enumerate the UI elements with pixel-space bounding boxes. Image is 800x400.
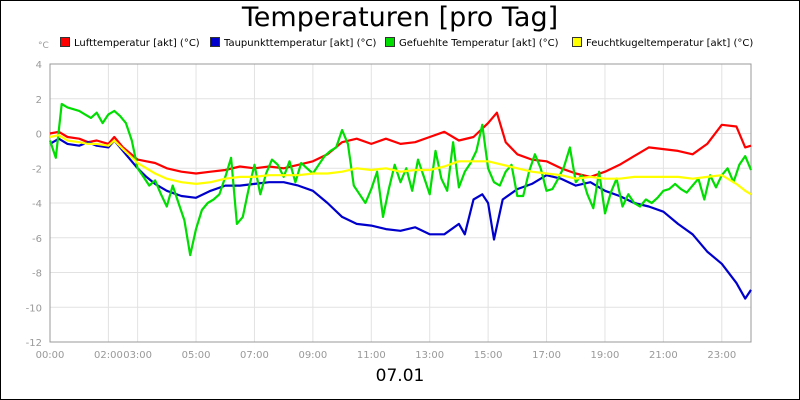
x-tick-label: 03:00 [123, 350, 152, 361]
y-tick-label: 4 [36, 60, 42, 71]
chart-date-label: 07.01 [375, 366, 425, 386]
x-tick-label: 15:00 [474, 350, 503, 361]
legend-item-gefuehlte-temperatur: Gefuehlte Temperatur [akt] (°C) [385, 37, 558, 51]
x-tick-label: 13:00 [415, 350, 444, 361]
x-tick-label: 05:00 [182, 350, 211, 361]
y-tick-label: 2 [36, 95, 42, 106]
y-tick-label: -10 [26, 303, 42, 314]
y-tick-label: -8 [32, 269, 42, 280]
y-tick-label: -2 [32, 164, 42, 175]
legend-item-feuchtkugeltemperatur: Feuchtkugeltemperatur [akt] (°C) [572, 37, 753, 51]
legend-item-lufttemperatur: Lufttemperatur [akt] (°C) [60, 37, 200, 51]
x-tick-label: 07:00 [240, 350, 269, 361]
y-axis-unit-label: °C [38, 41, 49, 51]
x-tick-label: 00:00 [36, 350, 65, 361]
series-line-feuchtkugeltemperatur [49, 134, 752, 196]
y-tick-label: -4 [32, 199, 42, 210]
y-tick-label: -6 [32, 234, 42, 245]
x-tick-label: 11:00 [357, 350, 386, 361]
series-line-lufttemperatur [49, 111, 752, 178]
legend-swatch-gefuehlte-temperatur [385, 37, 395, 47]
series-line-gefuehlte-temperatur [48, 102, 753, 257]
legend-swatch-feuchtkugeltemperatur [572, 37, 582, 47]
chart-title: Temperaturen [pro Tag] [241, 2, 559, 33]
plot-border [49, 63, 752, 343]
x-tick-label: 02:00 [94, 350, 123, 361]
y-tick-label: -12 [26, 338, 42, 349]
legend-item-taupunkttemperatur: Taupunkttemperatur [akt] (°C) [210, 37, 376, 51]
legend: Lufttemperatur [akt] (°C) Taupunkttemper… [0, 37, 800, 51]
y-tick-label: 0 [36, 130, 42, 141]
x-tick-label: 19:00 [591, 350, 620, 361]
x-tick-label: 21:00 [649, 350, 678, 361]
x-tick-label: 23:00 [707, 350, 736, 361]
legend-swatch-lufttemperatur [60, 37, 70, 47]
legend-swatch-taupunkttemperatur [210, 37, 220, 47]
x-tick-label: 09:00 [298, 350, 327, 361]
x-tick-label: 17:00 [532, 350, 561, 361]
